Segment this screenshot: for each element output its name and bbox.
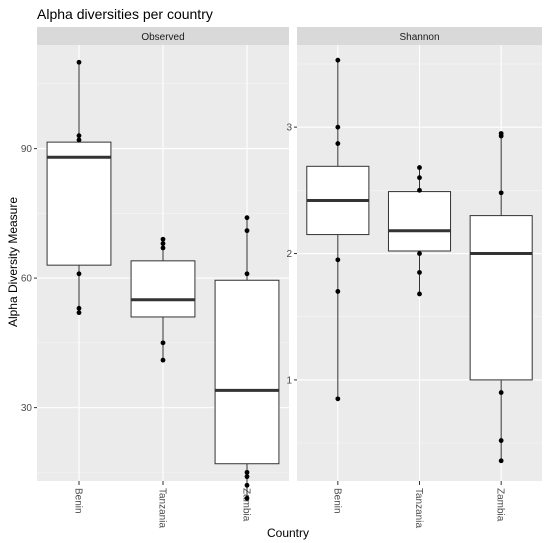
data-point [498, 458, 504, 464]
data-point [160, 241, 166, 246]
box-zambia [469, 131, 533, 464]
data-point [417, 270, 422, 275]
box-zambia [214, 215, 280, 501]
facet-strip-label: Shannon [399, 32, 439, 43]
data-point [76, 310, 82, 316]
box-benin [306, 57, 370, 402]
y-tick-label: 30 [21, 403, 33, 414]
box-rect [46, 141, 112, 266]
x-tick-label: Tanzania [157, 488, 168, 528]
x-tick-label: Tanzania [413, 488, 424, 528]
y-axis-title: Alpha Diversity Measure [6, 197, 20, 327]
data-point [76, 133, 82, 139]
data-point [417, 175, 422, 181]
y-tick-label: 1 [286, 375, 292, 386]
panel-shannon: Shannon 1 2 3 Benin Tanzania Zambia [286, 27, 542, 528]
data-point [244, 215, 250, 221]
y-tick-label: 3 [286, 123, 292, 134]
x-tick-label: Benin [331, 488, 342, 514]
data-point [76, 305, 82, 311]
data-point [335, 289, 341, 294]
box-tanzania [387, 165, 452, 297]
data-point [160, 245, 166, 251]
data-point [335, 396, 341, 402]
data-point [417, 187, 422, 193]
data-point [244, 469, 250, 475]
panel-observed: Observed 30 60 90 Benin Tanzania Zambia [21, 27, 289, 528]
data-point [160, 357, 166, 363]
data-point [244, 228, 250, 234]
data-point [417, 291, 422, 297]
x-tick-label: Zambia [241, 488, 252, 522]
box-rect [214, 279, 280, 465]
data-point [498, 133, 504, 139]
data-point [160, 340, 166, 346]
data-point [417, 165, 422, 170]
chart-title: Alpha diversities per country [37, 6, 213, 22]
x-tick-label: Zambia [495, 488, 506, 522]
data-point [417, 251, 422, 256]
y-tick-label: 90 [21, 144, 33, 155]
data-point [244, 495, 250, 501]
x-tick-label: Benin [73, 488, 84, 514]
data-point [244, 482, 250, 488]
box-tanzania [130, 236, 196, 363]
box-benin [46, 59, 112, 316]
box-rect [130, 260, 196, 318]
y-tick-label: 2 [286, 249, 292, 260]
data-point [498, 438, 504, 443]
data-point [244, 271, 250, 277]
data-point [335, 57, 341, 63]
data-point [335, 124, 341, 130]
data-point [335, 141, 341, 146]
box-rect [387, 191, 452, 252]
facet-strip [37, 27, 289, 45]
data-point [335, 257, 341, 263]
data-point [498, 190, 504, 196]
facet-strip-label: Observed [141, 32, 184, 43]
data-point [244, 474, 250, 480]
data-point [76, 59, 82, 65]
y-tick-label: 60 [21, 274, 33, 285]
data-point [76, 271, 82, 277]
x-axis-title: Country [267, 526, 309, 540]
data-point [160, 236, 166, 242]
facet-strip [297, 27, 542, 45]
box-rect [469, 215, 533, 381]
data-point [498, 390, 504, 395]
data-point [76, 137, 82, 143]
